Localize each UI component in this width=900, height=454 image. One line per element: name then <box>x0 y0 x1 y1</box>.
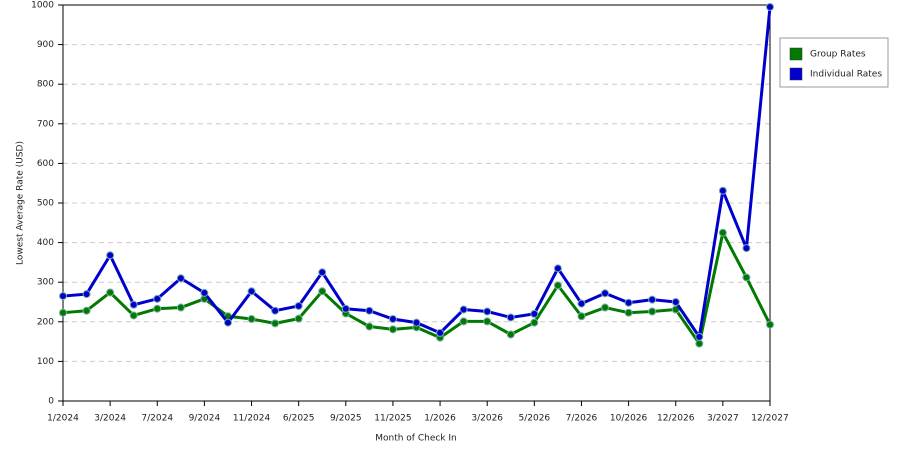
data-point <box>695 332 704 341</box>
data-point <box>577 312 586 321</box>
y-tick-label: 800 <box>37 80 54 90</box>
series-line <box>62 6 772 339</box>
data-point <box>483 307 492 316</box>
data-point <box>82 306 91 315</box>
x-tick-label: 7/2026 <box>566 414 598 424</box>
y-tick-label: 500 <box>37 199 54 209</box>
x-tick-label: 10/2026 <box>610 414 648 424</box>
data-point <box>271 319 280 328</box>
data-point <box>247 315 256 324</box>
data-point <box>388 315 397 324</box>
y-tick-label: 700 <box>37 119 54 129</box>
data-point <box>577 299 586 308</box>
data-point <box>223 318 232 327</box>
data-point <box>271 306 280 315</box>
x-tick-label: 3/2026 <box>471 414 503 424</box>
x-tick-label: 9/2024 <box>189 414 221 424</box>
x-tick-label: 3/2027 <box>707 414 739 424</box>
data-point <box>388 325 397 334</box>
data-point <box>318 287 327 296</box>
data-point <box>294 301 303 310</box>
data-point <box>530 309 539 318</box>
y-tick-label: 0 <box>48 397 54 407</box>
data-point <box>59 308 67 317</box>
x-tick-label: 1/2026 <box>424 414 456 424</box>
y-tick-label: 300 <box>37 278 54 288</box>
data-point <box>648 307 657 316</box>
data-point <box>718 228 727 237</box>
legend-label: Group Rates <box>810 50 866 60</box>
data-point <box>601 289 610 298</box>
data-point <box>341 304 350 313</box>
data-point <box>106 251 115 260</box>
data-point <box>365 306 374 315</box>
data-point <box>766 2 774 11</box>
x-tick-label: 6/2025 <box>283 414 315 424</box>
data-point <box>365 322 374 331</box>
data-point <box>153 294 162 303</box>
y-axis-label: Lowest Average Rate (USD) <box>16 141 26 265</box>
data-point <box>624 298 633 307</box>
data-point <box>766 320 774 329</box>
x-tick-label: 3/2024 <box>94 414 126 424</box>
data-point <box>412 318 421 327</box>
x-tick-label: 1/2024 <box>47 414 79 424</box>
data-point <box>153 304 162 313</box>
data-point <box>648 295 657 304</box>
data-point <box>530 318 539 327</box>
data-point <box>742 273 751 282</box>
data-point <box>553 281 562 290</box>
data-point <box>506 330 515 339</box>
data-point <box>742 244 751 253</box>
y-tick-label: 600 <box>37 159 54 169</box>
y-tick-label: 100 <box>37 357 54 367</box>
x-tick-label: 12/2026 <box>657 414 695 424</box>
data-point <box>506 313 515 322</box>
legend-swatch <box>789 67 803 81</box>
data-point <box>624 308 633 317</box>
data-point <box>176 303 185 312</box>
legend-label: Individual Rates <box>810 70 882 80</box>
plot-frame <box>62 4 771 402</box>
x-tick-label: 12/2027 <box>751 414 788 424</box>
data-point <box>200 288 209 297</box>
x-tick-label: 9/2025 <box>330 414 362 424</box>
data-point <box>459 305 468 314</box>
data-point <box>671 298 680 306</box>
y-tick-label: 400 <box>37 238 54 248</box>
x-axis-label: Month of Check In <box>375 434 457 444</box>
data-point <box>129 311 138 320</box>
data-point <box>247 287 256 296</box>
y-tick-label: 1000 <box>31 1 54 11</box>
x-tick-label: 7/2024 <box>141 414 173 424</box>
legend-swatch <box>789 47 803 61</box>
data-point <box>436 328 445 337</box>
data-point <box>59 292 67 301</box>
y-tick-label: 200 <box>37 317 54 327</box>
data-point <box>129 300 138 309</box>
y-tick-label: 900 <box>37 40 54 50</box>
data-point <box>553 264 562 273</box>
data-point <box>695 339 704 348</box>
data-point <box>82 290 91 299</box>
data-point <box>176 274 185 283</box>
data-point <box>718 186 727 195</box>
data-point <box>318 268 327 277</box>
data-point <box>601 303 610 312</box>
data-point <box>294 314 303 323</box>
data-point <box>459 317 468 326</box>
data-point <box>106 288 115 297</box>
x-tick-label: 5/2026 <box>518 414 550 424</box>
x-tick-label: 11/2024 <box>233 414 271 424</box>
x-tick-label: 11/2025 <box>374 414 411 424</box>
data-point <box>483 317 492 326</box>
